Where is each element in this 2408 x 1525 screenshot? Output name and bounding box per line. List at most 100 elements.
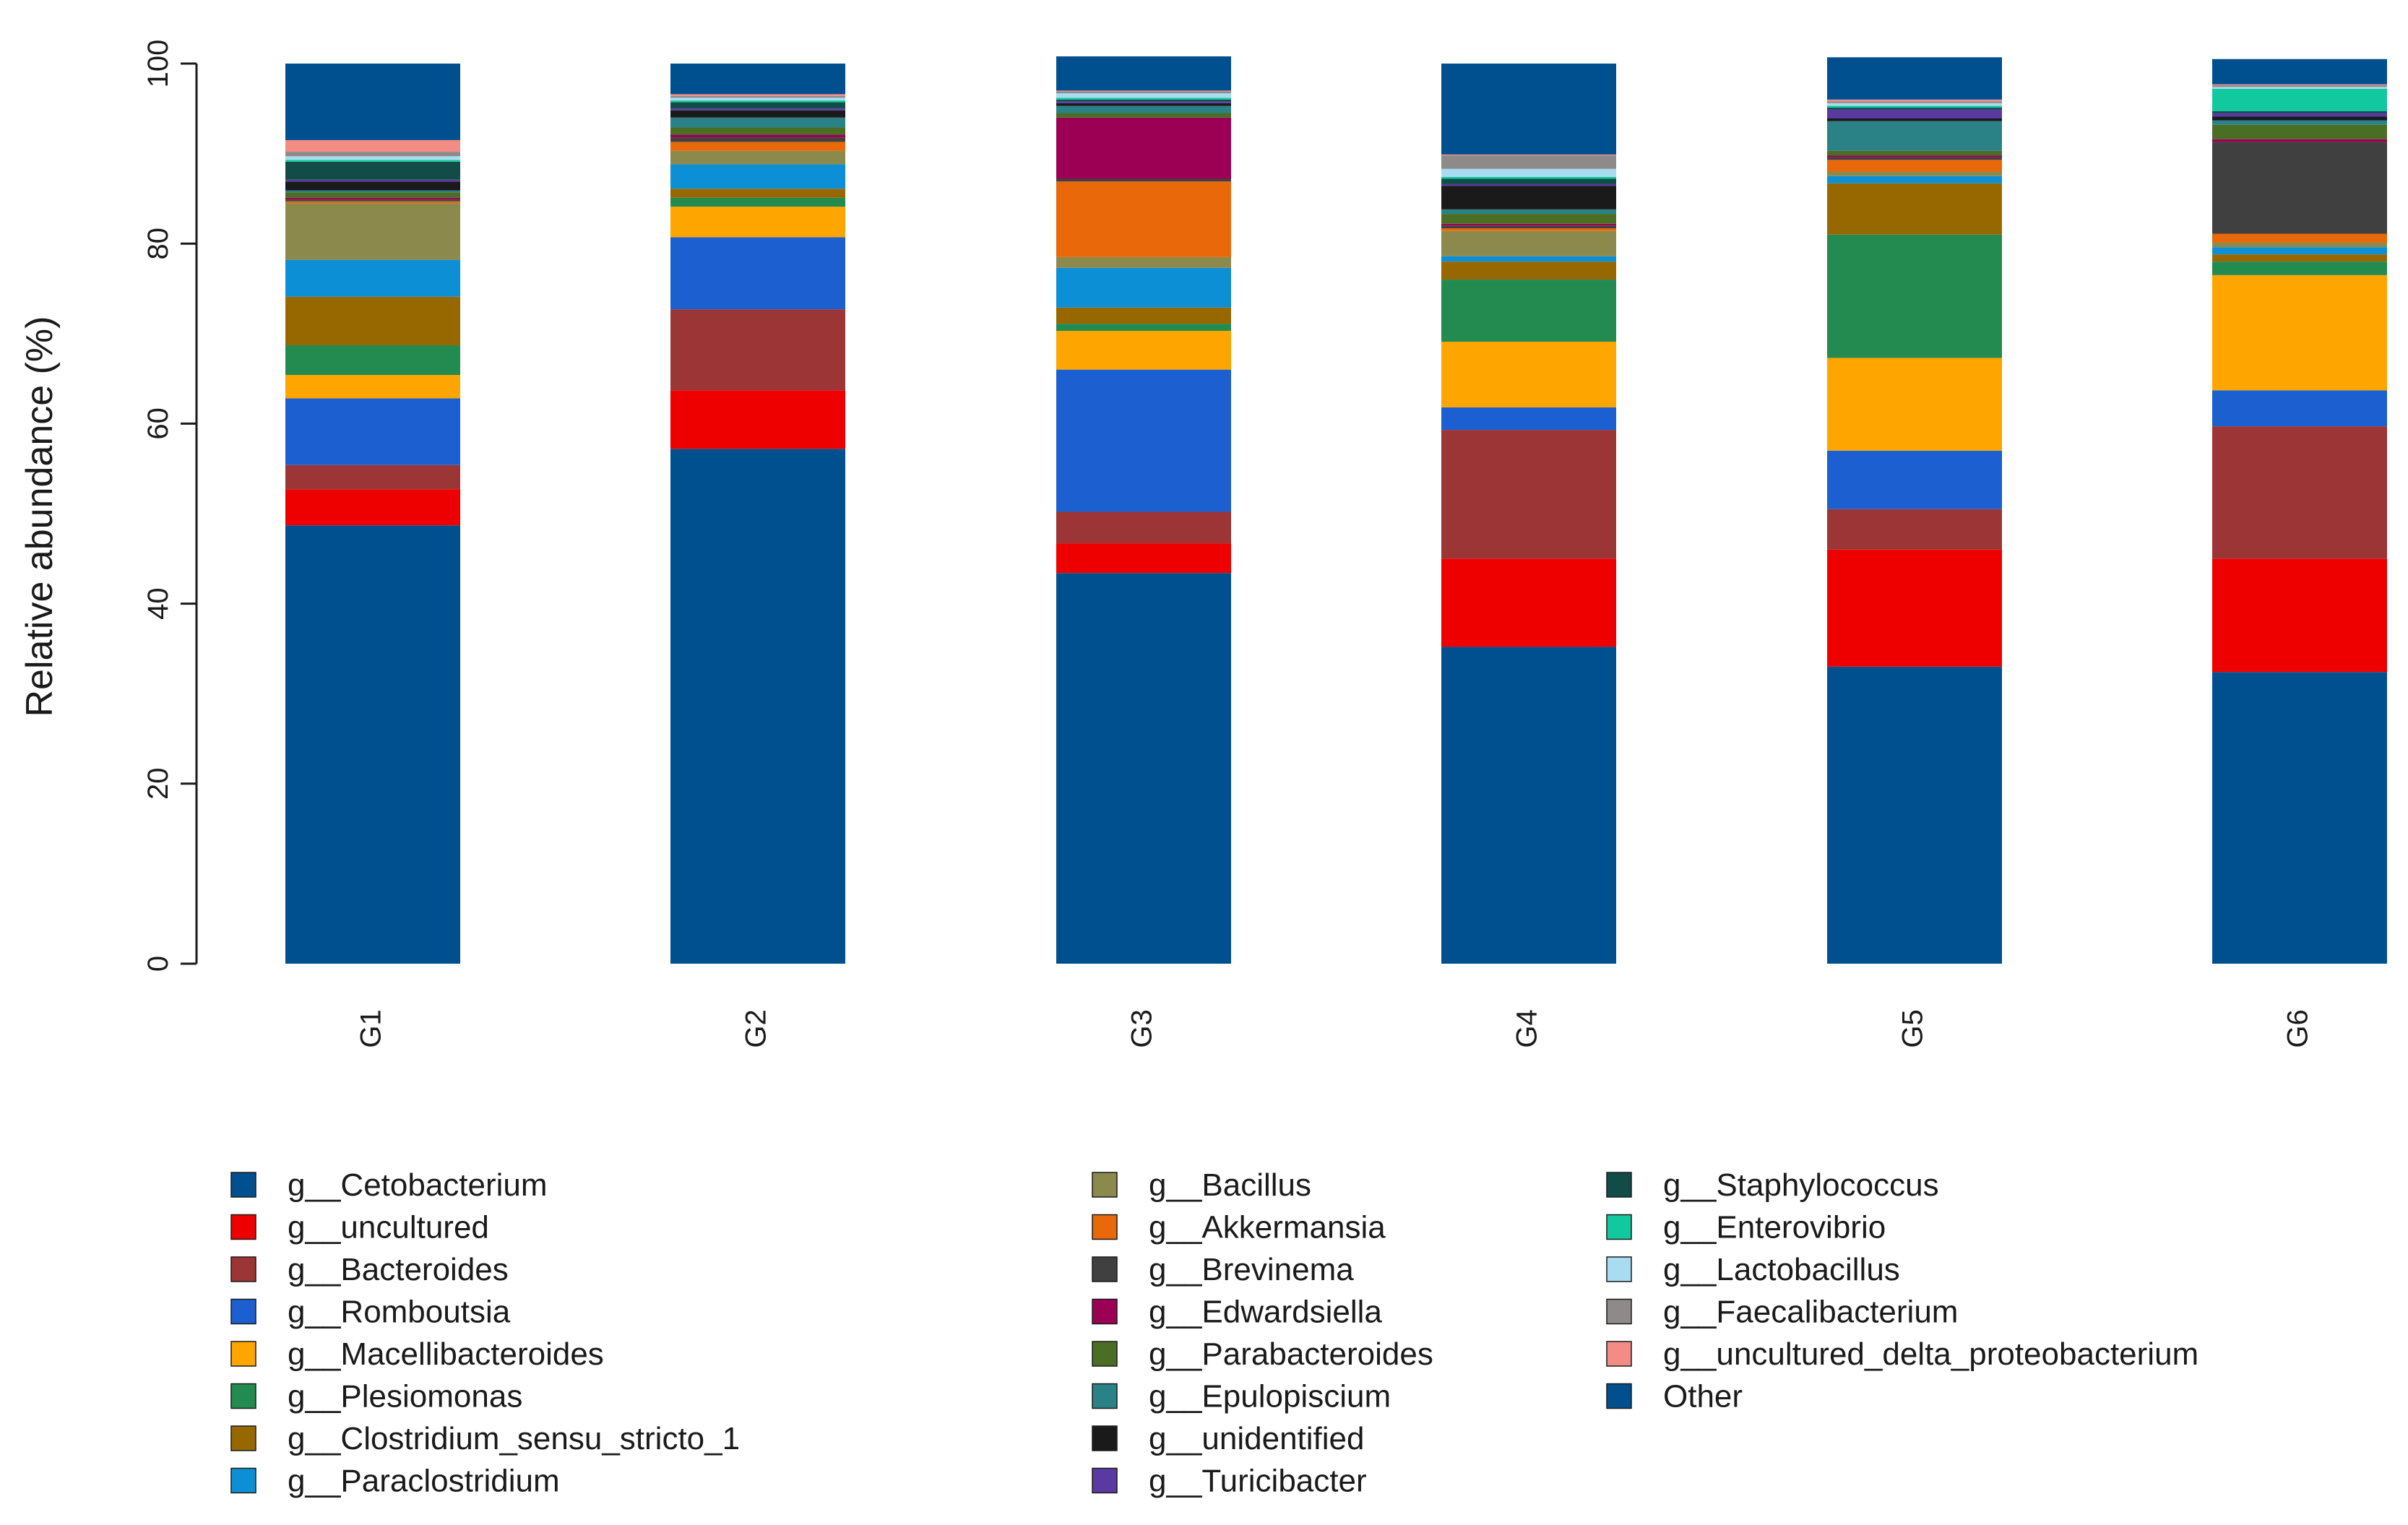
bar-segment xyxy=(1441,228,1616,231)
bar-stack-G3 xyxy=(1056,56,1231,964)
bar-stack-G5 xyxy=(1827,57,2002,964)
bar-segment xyxy=(2212,254,2387,262)
bar-segment xyxy=(1441,280,1616,342)
bar-segment xyxy=(285,525,460,964)
bar-segment xyxy=(285,156,460,160)
bar-segment xyxy=(670,134,845,138)
plot-area xyxy=(285,56,2387,964)
bar-segment xyxy=(1441,647,1616,964)
bar-segment xyxy=(2212,111,2387,113)
bar-segment xyxy=(1056,99,1231,102)
legend-swatch xyxy=(230,1341,256,1367)
bar-segment xyxy=(1827,666,2002,964)
bar-segment xyxy=(1056,98,1231,100)
x-tick-labels: G1 G2 G3 G4 G5 G6 xyxy=(355,1009,2314,1047)
bar-segment xyxy=(1827,160,2002,172)
bar-segment xyxy=(1827,108,2002,110)
legend-item: g__Plesiomonas xyxy=(230,1379,522,1414)
bar-segment xyxy=(1827,358,2002,451)
bar-segment xyxy=(670,390,845,449)
bar-segment xyxy=(670,309,845,391)
bar-segment xyxy=(2212,247,2387,255)
bar-segment xyxy=(2212,85,2387,87)
bar-segment xyxy=(285,160,460,162)
bar-segment xyxy=(1056,543,1231,574)
bar-segment xyxy=(670,142,845,151)
bar-segment xyxy=(2212,87,2387,89)
bar-segment xyxy=(285,465,460,490)
bar-segment xyxy=(1441,155,1616,169)
legend-item: g__Enterovibrio xyxy=(1606,1210,1886,1245)
bar-segment xyxy=(1827,157,2002,160)
bar-segment xyxy=(1441,209,1616,215)
bar-segment xyxy=(1441,64,1616,155)
bar-segment xyxy=(1441,256,1616,262)
y-tick-label: 60 xyxy=(142,407,174,440)
bar-segment xyxy=(2212,139,2387,142)
bar-segment xyxy=(1827,171,2002,176)
bar-segment xyxy=(285,199,460,202)
legend-swatch xyxy=(1092,1425,1118,1451)
bar-segment xyxy=(1441,262,1616,280)
legend-swatch xyxy=(230,1425,256,1451)
x-tick-label: G1 xyxy=(355,1009,387,1047)
bar-stack-G4 xyxy=(1441,64,1616,964)
bar-segment xyxy=(1056,117,1231,179)
bar-segment xyxy=(1827,57,2002,100)
bar-segment xyxy=(1827,509,2002,550)
legend-swatch xyxy=(230,1256,256,1282)
bar-segment xyxy=(1827,450,2002,509)
bar-segment xyxy=(670,127,845,135)
legend-label: g__Akkermansia xyxy=(1149,1210,1386,1245)
y-tick-label: 80 xyxy=(142,228,174,260)
legend-swatch xyxy=(1092,1214,1118,1240)
legend-swatch xyxy=(1606,1298,1632,1325)
legend-swatch xyxy=(1606,1172,1632,1198)
legend-item: g__unidentified xyxy=(1092,1421,1364,1456)
bar-segment xyxy=(1827,234,2002,358)
legend-label: g__Lactobacillus xyxy=(1663,1252,1900,1287)
bar-segment xyxy=(285,375,460,399)
y-tick-label: 100 xyxy=(142,40,174,88)
bar-segment xyxy=(1056,90,1231,92)
x-tick-label: G3 xyxy=(1126,1009,1158,1047)
bar-segment xyxy=(670,102,845,109)
bar-segment xyxy=(285,179,460,182)
legend-item: g__Epulopiscium xyxy=(1092,1379,1391,1414)
bar-segment xyxy=(1441,223,1616,226)
bar-segment xyxy=(1441,176,1616,179)
legend-label: g__Bacillus xyxy=(1149,1167,1311,1203)
bar-segment xyxy=(670,108,845,111)
bar-segment xyxy=(670,449,845,964)
legend-swatch xyxy=(1606,1214,1632,1240)
bar-segment xyxy=(2212,672,2387,964)
bar-segment xyxy=(1056,105,1231,113)
legend-label: g__Staphylococcus xyxy=(1663,1167,1939,1203)
legend-swatch xyxy=(230,1298,256,1325)
bar-segment xyxy=(2212,390,2387,427)
legend-swatch xyxy=(1092,1172,1118,1198)
legend-item: g__uncultured_delta_proteobacterium xyxy=(1606,1336,2198,1372)
bar-segment xyxy=(1441,430,1616,559)
bar-segment xyxy=(2212,113,2387,117)
bar-segment xyxy=(1827,103,2002,106)
bar-segment xyxy=(1827,101,2002,103)
bar-segment xyxy=(670,117,845,128)
legend-swatch xyxy=(230,1383,256,1409)
bar-segment xyxy=(670,110,845,118)
y-axis-title: Relative abundance (%) xyxy=(19,316,61,717)
bar-segment xyxy=(1056,307,1231,324)
bar-segment xyxy=(1056,256,1231,268)
bar-segment xyxy=(2212,120,2387,125)
bar-segment xyxy=(285,181,460,191)
x-tick-label: G2 xyxy=(741,1009,772,1047)
bar-segment xyxy=(1056,101,1231,103)
bar-segment xyxy=(670,98,845,101)
bar-segment xyxy=(670,64,845,95)
bar-segment xyxy=(2212,275,2387,391)
bar-segment xyxy=(285,201,460,204)
legend-item: g__uncultured xyxy=(230,1210,489,1245)
bar-segment xyxy=(285,489,460,526)
legend-label: g__Edwardsiella xyxy=(1149,1295,1382,1330)
bar-segment xyxy=(670,164,845,189)
